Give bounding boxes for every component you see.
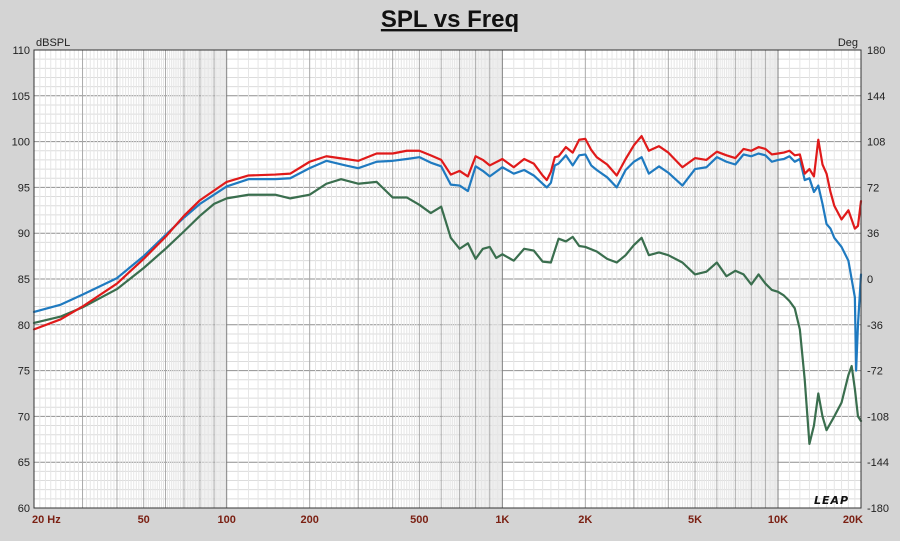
y-tick-label: 100 <box>12 137 30 149</box>
x-tick-label: 5K <box>688 514 702 526</box>
series-line-blue <box>32 152 863 372</box>
y-tick-label: 85 <box>18 274 30 286</box>
x-tick-label: 500 <box>410 514 428 526</box>
x-tick-label: 20K <box>843 514 863 526</box>
chart-title: SPL vs Freq <box>381 6 519 33</box>
y-tick-label: 105 <box>12 91 30 103</box>
y-tick-label: 70 <box>18 411 30 423</box>
y-tick-label: 110 <box>12 45 30 57</box>
x-tick-label: 20 Hz <box>32 514 61 526</box>
x-tick-label: 50 <box>138 514 150 526</box>
y2-axis-label: Deg <box>838 37 858 49</box>
y2-tick-label: 144 <box>867 91 885 103</box>
x-tick-label: 1K <box>495 514 509 526</box>
y-tick-labels: 60 65 70 75 80 85 90 95 100 105 110 <box>12 45 30 515</box>
y2-tick-label: -36 <box>867 320 883 332</box>
x-tick-label: 100 <box>218 514 236 526</box>
y2-tick-label: 180 <box>867 45 885 57</box>
y2-tick-label: -108 <box>867 411 889 423</box>
leap-logo: LEAP <box>814 494 849 507</box>
series-group <box>32 135 863 445</box>
x-tick-label: 10K <box>768 514 788 526</box>
y2-tick-label: -72 <box>867 366 883 378</box>
y2-tick-label: -144 <box>867 457 889 469</box>
y2-tick-label: -180 <box>867 503 889 515</box>
y2-tick-label: 36 <box>867 228 879 240</box>
y2-tick-label: 72 <box>867 182 879 194</box>
plot-frame <box>33 49 862 509</box>
x-tick-label: 200 <box>300 514 318 526</box>
y-tick-label: 65 <box>18 457 30 469</box>
y-tick-label: 60 <box>18 503 30 515</box>
series-line-green <box>32 178 863 445</box>
y-axis-label: dBSPL <box>36 37 70 49</box>
y-tick-label: 95 <box>18 182 30 194</box>
x-tick-label: 2K <box>578 514 592 526</box>
series-line-red <box>32 135 863 331</box>
y2-tick-label: 108 <box>867 137 885 149</box>
x-tick-labels: 20 Hz 50 100 200 500 1K 2K 5K 10K 20K <box>32 514 863 526</box>
y2-tick-labels: -180 -144 -108 -72 -36 0 36 72 108 144 180 <box>867 45 889 515</box>
y2-tick-label: 0 <box>867 274 873 286</box>
grid <box>33 49 862 509</box>
y-tick-label: 90 <box>18 228 30 240</box>
y-tick-label: 80 <box>18 320 30 332</box>
y-tick-label: 75 <box>18 366 30 378</box>
